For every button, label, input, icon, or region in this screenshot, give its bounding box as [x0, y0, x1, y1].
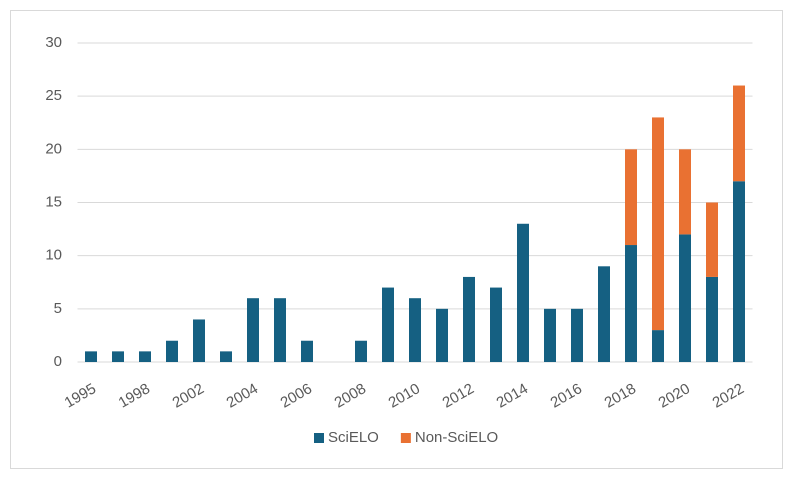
bar-segment — [85, 351, 97, 362]
bar-segment — [436, 308, 448, 362]
bar-segment — [625, 245, 637, 362]
bar-segment — [193, 319, 205, 362]
bar-segment — [517, 223, 529, 362]
y-tick-label: 20 — [45, 140, 62, 157]
legend-swatch — [400, 433, 411, 443]
legend-swatch — [314, 433, 324, 443]
legend-label: SciELO — [328, 429, 379, 446]
y-tick-label: 10 — [45, 247, 62, 264]
bar-segment — [112, 351, 124, 362]
y-tick-label: 15 — [45, 193, 62, 210]
bar-segment — [679, 149, 691, 235]
bar-segment — [355, 340, 367, 362]
bar-segment — [679, 234, 691, 362]
bar-segment — [139, 351, 151, 362]
bar-segment — [706, 202, 718, 277]
y-tick-label: 0 — [54, 353, 62, 370]
bar-segment — [382, 287, 394, 362]
bar-segment — [301, 340, 313, 362]
bar-segment — [247, 298, 259, 362]
bar-segment — [733, 85, 745, 182]
bar-segment — [571, 308, 583, 362]
bar-segment — [652, 330, 664, 362]
legend-label: Non-SciELO — [415, 429, 498, 446]
bar-segment — [274, 298, 286, 362]
bar-segment — [544, 308, 556, 362]
bar-segment — [733, 181, 745, 362]
bar-segment — [463, 276, 475, 362]
bar-segment — [625, 149, 637, 246]
bar-segment — [166, 340, 178, 362]
bar-segment — [409, 298, 421, 362]
bar-segment — [598, 266, 610, 362]
y-tick-label: 25 — [45, 87, 62, 104]
bar-segment — [652, 117, 664, 331]
bar-segment — [706, 276, 718, 362]
y-tick-label: 5 — [54, 300, 62, 317]
bar-segment — [220, 351, 232, 362]
bar-segment — [490, 287, 502, 362]
y-tick-label: 30 — [45, 34, 62, 51]
